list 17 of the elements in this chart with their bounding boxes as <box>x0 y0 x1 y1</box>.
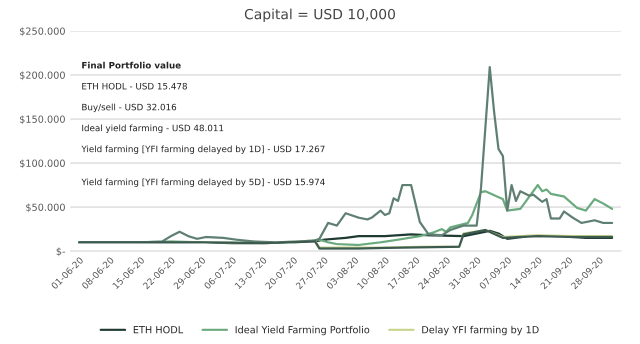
y-tick-label: $200.000 <box>20 71 65 80</box>
annotation: Ideal yield farming - USD 48.011 <box>82 124 224 133</box>
chart-title: Capital = USD 10,000 <box>244 8 396 22</box>
annotation: ETH HODL - USD 15.478 <box>82 82 187 90</box>
legend-label: Ideal Yield Farming Portfolio <box>236 326 370 336</box>
y-tick-label: $150.000 <box>20 115 65 124</box>
y-tick-label: $100.000 <box>20 159 65 168</box>
legend-label: Delay YFI farming by 1D <box>422 326 539 336</box>
line-series <box>78 228 614 250</box>
y-tick-label: $- <box>56 247 66 256</box>
annotation: Yield farming [YFI farming delayed by 5D] - USD 15.974 <box>81 178 325 187</box>
y-tick-label: $250.000 <box>20 27 65 36</box>
annotation: Yield farming [YFI farming delayed by 1D] - USD 17.267 <box>81 145 325 154</box>
y-tick-label: $50.000 <box>26 203 65 212</box>
annotation: Buy/sell - USD 32.016 <box>82 104 176 112</box>
legend-label: ETH HODL <box>134 326 184 334</box>
annotation: Final Portfolio value <box>82 62 181 69</box>
